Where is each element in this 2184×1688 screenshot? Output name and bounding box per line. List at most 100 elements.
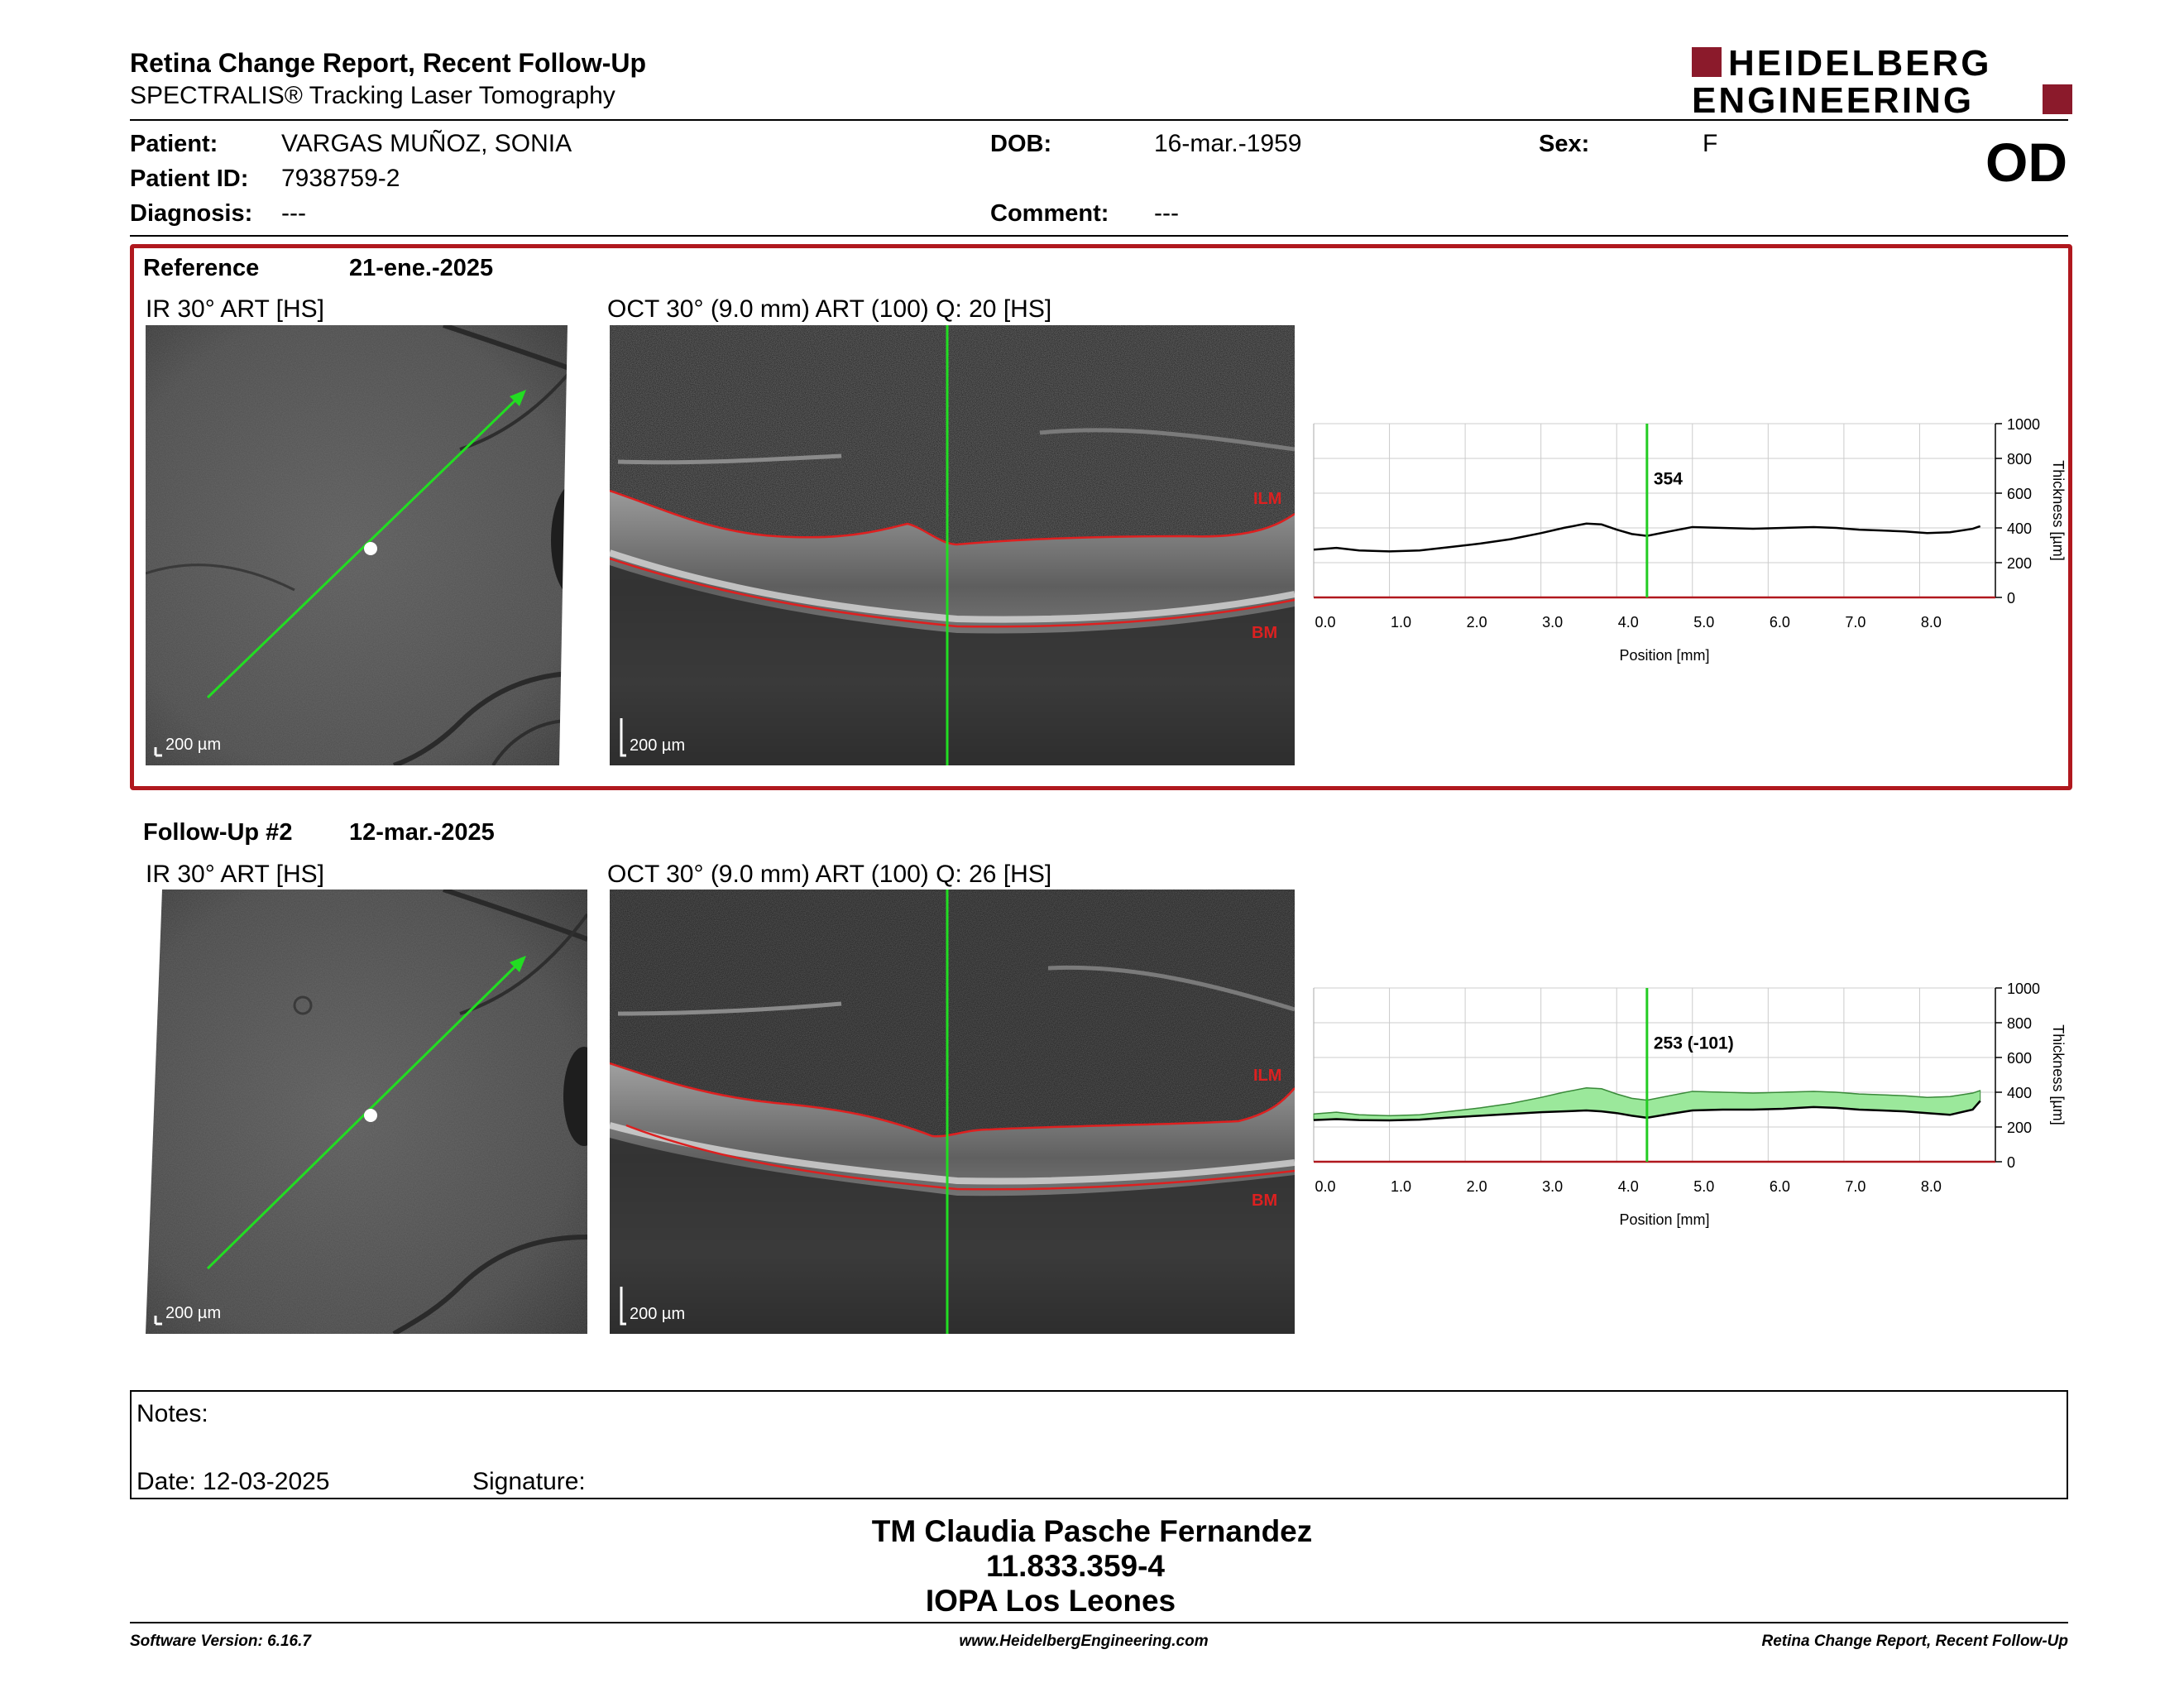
dob-label: DOB: (990, 131, 1052, 157)
y-tick-label: 600 (2007, 486, 2032, 502)
heidelberg-logo: HEIDELBERG ENGINEERING (1692, 43, 2072, 117)
reference-date: 21-ene.-2025 (349, 255, 494, 281)
followup-date: 12-mar.-2025 (349, 819, 495, 846)
followup-oct-label: OCT 30° (9.0 mm) ART (100) Q: 26 [HS] (607, 861, 1052, 888)
y-tick-label: 800 (2007, 451, 2032, 468)
y-tick-label: 0 (2007, 590, 2015, 607)
logo-square-top (1692, 47, 1722, 77)
x-tick-label: 8.0 (1921, 614, 1942, 631)
y-tick-label: 200 (2007, 1120, 2032, 1136)
ir-scale-bar: 200 µm (165, 1304, 221, 1322)
x-tick-label: 3.0 (1542, 1178, 1563, 1195)
patient-label: Patient: (130, 131, 218, 157)
bm-line (610, 557, 1295, 628)
x-tick-label: 4.0 (1618, 614, 1639, 631)
ilm-line (610, 1062, 1295, 1138)
dob-value: 16-mar.-1959 (1154, 130, 1302, 157)
x-tick-label: 0.0 (1315, 1178, 1335, 1195)
y-axis-label: Thickness [µm] (2050, 1024, 2067, 1125)
followup-oct-image[interactable]: ILM BM 200 µm (610, 890, 1295, 1334)
footer-report-name: Retina Change Report, Recent Follow-Up (1761, 1633, 2068, 1650)
x-tick-label: 8.0 (1921, 1178, 1942, 1195)
oct-scale-bar: 200 µm (630, 736, 685, 755)
fovea-marker (364, 542, 377, 555)
cursor-value-label: 253 (-101) (1654, 1034, 1734, 1053)
software-version: Software Version: 6.16.7 (130, 1633, 311, 1650)
x-axis-label: Position [mm] (1619, 1211, 1709, 1228)
reference-thickness-chart: 0 200 400 600 800 1000 0.0 1.0 2.0 3.0 4.0 5.0 6.0 7.… (1313, 416, 2067, 664)
website-link[interactable]: www.HeidelbergEngineering.com (959, 1633, 1209, 1650)
reference-highlight-box (130, 244, 2072, 790)
x-tick-label: 2.0 (1467, 614, 1487, 631)
header-rule (130, 119, 2068, 121)
x-tick-label: 5.0 (1693, 614, 1714, 631)
y-tick-label: 400 (2007, 520, 2032, 537)
y-axis-label: Thickness [µm] (2050, 460, 2067, 560)
sex-value: F (1703, 130, 1718, 157)
y-tick-label: 1000 (2007, 416, 2040, 433)
notes-label: Notes: (136, 1400, 208, 1427)
ilm-line (610, 489, 1295, 546)
diagnosis-value: --- (281, 199, 306, 227)
followup-ir-image[interactable]: 200 µm (146, 890, 587, 1334)
footer-rule (130, 1622, 2068, 1623)
logo-line1: HEIDELBERG (1728, 43, 1991, 84)
x-tick-label: 1.0 (1391, 614, 1411, 631)
followup-thickness-chart: 0 200 400 600 800 1000 0.0 1.0 2.0 3.0 4.0 5.0 6.0 7.… (1313, 981, 2067, 1228)
x-tick-label: 4.0 (1618, 1178, 1639, 1195)
x-tick-label: 0.0 (1315, 614, 1335, 631)
oct-scale-bar: 200 µm (630, 1305, 685, 1323)
y-tick-label: 0 (2007, 1154, 2015, 1171)
x-tick-label: 2.0 (1467, 1178, 1487, 1195)
x-tick-label: 5.0 (1693, 1178, 1714, 1195)
y-tick-label: 400 (2007, 1085, 2032, 1101)
x-axis-label: Position [mm] (1619, 647, 1709, 664)
scan-arrow-head (510, 390, 526, 406)
logo-square-bottom (2043, 84, 2072, 114)
reference-label: Reference (143, 255, 260, 281)
reference-oct-image[interactable]: ILM BM 200 µm (610, 325, 1295, 765)
report-title: Retina Change Report, Recent Follow-Up (130, 48, 647, 78)
comment-label: Comment: (990, 200, 1109, 227)
fovea-marker (364, 1109, 377, 1122)
ir-scale-bar: 200 µm (165, 736, 221, 754)
y-tick-label: 200 (2007, 555, 2032, 572)
x-tick-label: 7.0 (1845, 614, 1866, 631)
ilm-label: ILM (1253, 490, 1281, 508)
operator-rut: 11.833.359-4 (985, 1549, 1166, 1583)
followup-label: Follow-Up #2 (143, 819, 293, 846)
notes-date: Date: 12-03-2025 (136, 1468, 330, 1495)
x-tick-label: 7.0 (1845, 1178, 1866, 1195)
x-tick-label: 1.0 (1391, 1178, 1411, 1195)
diagnosis-label: Diagnosis: (130, 200, 253, 227)
y-tick-label: 1000 (2007, 981, 2040, 997)
patient-id-label: Patient ID: (130, 165, 249, 192)
patient-id-value: 7938759-2 (281, 165, 400, 192)
scan-arrow-head (510, 956, 526, 972)
sex-label: Sex: (1539, 131, 1590, 157)
followup-ir-label: IR 30° ART [HS] (146, 861, 324, 888)
x-tick-label: 3.0 (1542, 614, 1563, 631)
logo-line2: ENGINEERING (1692, 80, 1974, 117)
bm-label: BM (1252, 624, 1277, 642)
x-tick-label: 6.0 (1770, 1178, 1790, 1195)
y-tick-label: 600 (2007, 1050, 2032, 1067)
x-tick-label: 6.0 (1770, 614, 1790, 631)
bm-label: BM (1252, 1192, 1277, 1210)
y-tick-label: 800 (2007, 1015, 2032, 1032)
eye-indicator: OD (1985, 132, 2067, 193)
patient-name: VARGAS MUÑOZ, SONIA (281, 130, 572, 157)
signature-label: Signature: (472, 1468, 586, 1495)
ilm-label: ILM (1253, 1067, 1281, 1085)
patient-rule (130, 235, 2068, 237)
notes-box[interactable]: Notes: Date: 12-03-2025 Signature: (130, 1390, 2068, 1499)
institution-name: IOPA Los Leones (925, 1584, 1176, 1618)
reference-oct-label: OCT 30° (9.0 mm) ART (100) Q: 20 [HS] (607, 295, 1052, 323)
report-subtitle: SPECTRALIS® Tracking Laser Tomography (130, 82, 615, 109)
comment-value: --- (1154, 199, 1179, 227)
reference-ir-image[interactable]: 200 µm (146, 325, 587, 765)
operator-name: TM Claudia Pasche Fernandez (871, 1514, 1313, 1548)
bm-line (625, 1124, 1295, 1191)
reference-ir-label: IR 30° ART [HS] (146, 295, 324, 323)
cursor-value-label: 354 (1654, 470, 1683, 489)
